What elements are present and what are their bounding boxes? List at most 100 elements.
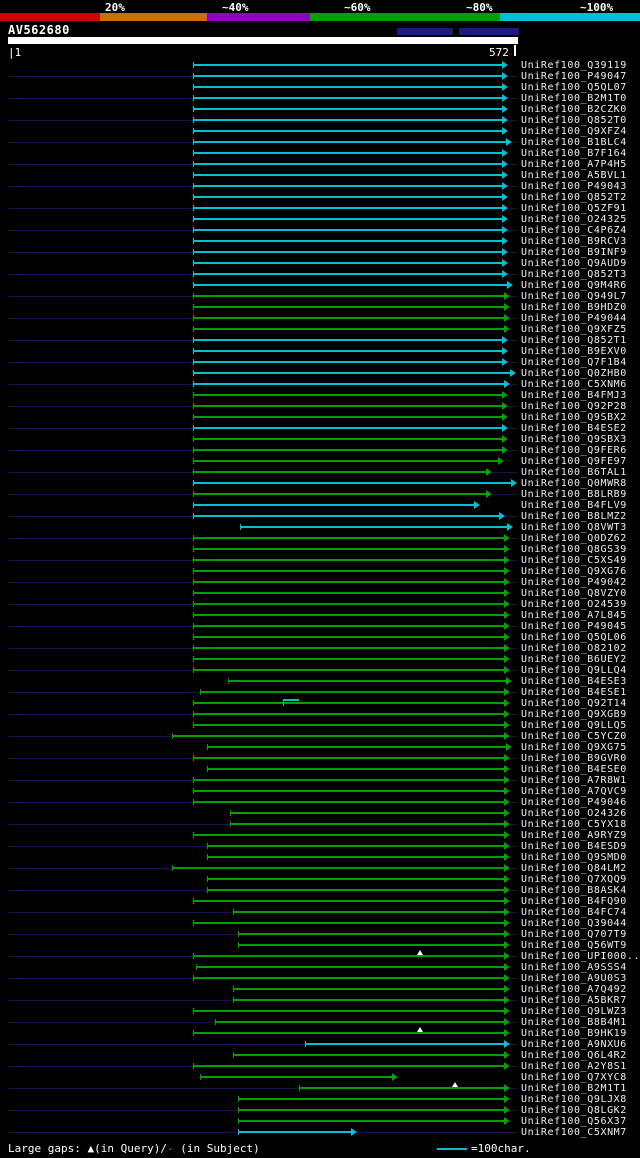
- hit-bar[interactable]: [193, 977, 505, 979]
- hit-label[interactable]: UniRef100_Q8LGK2: [521, 1105, 627, 1116]
- hit-bar[interactable]: [232, 1054, 505, 1056]
- hit-bar[interactable]: [193, 306, 505, 308]
- hit-label[interactable]: UniRef100_B9HDZ0: [521, 302, 627, 313]
- hit-bar[interactable]: [232, 988, 505, 990]
- hit-label[interactable]: UniRef100_B6TAL1: [521, 467, 627, 478]
- hit-bar[interactable]: [193, 581, 505, 583]
- hit-label[interactable]: UniRef100_B9RCV3: [521, 236, 627, 247]
- hit-bar[interactable]: [193, 449, 504, 451]
- hit-bar[interactable]: [193, 394, 504, 396]
- hit-label[interactable]: UniRef100_Q5ZF91: [521, 203, 627, 214]
- hit-bar[interactable]: [299, 1087, 505, 1089]
- hit-label[interactable]: UniRef100_B4ESE3: [521, 676, 627, 687]
- hit-bar[interactable]: [193, 416, 504, 418]
- hit-label[interactable]: UniRef100_Q7XYC8: [521, 1072, 627, 1083]
- hit-label[interactable]: UniRef100_Q707T9: [521, 929, 627, 940]
- hit-label[interactable]: UniRef100_Q5QL06: [521, 632, 627, 643]
- hit-bar[interactable]: [193, 328, 505, 330]
- hit-bar[interactable]: [193, 185, 504, 187]
- hit-label[interactable]: UniRef100_B4FC74: [521, 907, 627, 918]
- hit-label[interactable]: UniRef100_B1BLC4: [521, 137, 627, 148]
- hit-bar[interactable]: [193, 405, 504, 407]
- hit-label[interactable]: UniRef100_C5XNM7: [521, 1127, 627, 1138]
- hit-label[interactable]: UniRef100_Q9XFZ4: [521, 126, 627, 137]
- hit-label[interactable]: UniRef100_Q9XG75: [521, 742, 627, 753]
- hit-bar[interactable]: [193, 625, 505, 627]
- hit-label[interactable]: UniRef100_Q9LLQ4: [521, 665, 627, 676]
- hit-bar[interactable]: [172, 735, 505, 737]
- hit-bar[interactable]: [193, 196, 504, 198]
- hit-label[interactable]: UniRef100_Q8VWT3: [521, 522, 627, 533]
- hit-label[interactable]: UniRef100_P49044: [521, 313, 627, 324]
- hit-bar[interactable]: [193, 537, 505, 539]
- hit-bar[interactable]: [193, 658, 505, 660]
- hit-label[interactable]: UniRef100_B4ESE1: [521, 687, 627, 698]
- hit-bar[interactable]: [206, 878, 505, 880]
- hit-label[interactable]: UniRef100_Q7F1B4: [521, 357, 627, 368]
- hit-bar[interactable]: [199, 1076, 393, 1078]
- hit-bar[interactable]: [193, 559, 505, 561]
- hit-label[interactable]: UniRef100_Q0DZ62: [521, 533, 627, 544]
- hit-bar[interactable]: [193, 702, 505, 704]
- hit-bar[interactable]: [304, 1043, 505, 1045]
- hit-bar[interactable]: [193, 284, 509, 286]
- hit-bar[interactable]: [237, 1131, 352, 1133]
- hit-label[interactable]: UniRef100_Q9LLQ5: [521, 720, 627, 731]
- hit-label[interactable]: UniRef100_B7F164: [521, 148, 627, 159]
- hit-label[interactable]: UniRef100_Q39119: [521, 60, 627, 71]
- hit-bar[interactable]: [193, 350, 504, 352]
- hit-bar[interactable]: [193, 251, 504, 253]
- hit-bar[interactable]: [193, 372, 512, 374]
- hit-label[interactable]: UniRef100_Q6L4R2: [521, 1050, 627, 1061]
- hit-label[interactable]: UniRef100_Q9XG76: [521, 566, 627, 577]
- hit-label[interactable]: UniRef100_Q5QL07: [521, 82, 627, 93]
- hit-label[interactable]: UniRef100_B4ESD9: [521, 841, 627, 852]
- hit-label[interactable]: UniRef100_C5XNM6: [521, 379, 627, 390]
- hit-bar[interactable]: [193, 471, 488, 473]
- hit-bar[interactable]: [282, 699, 300, 701]
- hit-bar[interactable]: [193, 614, 505, 616]
- hit-bar[interactable]: [193, 229, 504, 231]
- hit-label[interactable]: UniRef100_C5XS49: [521, 555, 627, 566]
- hit-label[interactable]: UniRef100_C4P6Z4: [521, 225, 627, 236]
- hit-label[interactable]: UniRef100_B4ESE0: [521, 764, 627, 775]
- hit-bar[interactable]: [193, 339, 504, 341]
- hit-bar[interactable]: [206, 856, 505, 858]
- hit-label[interactable]: UniRef100_Q9LJX8: [521, 1094, 627, 1105]
- hit-label[interactable]: UniRef100_Q9SBX2: [521, 412, 627, 423]
- hit-bar[interactable]: [193, 75, 504, 77]
- hit-bar[interactable]: [229, 812, 505, 814]
- hit-bar[interactable]: [196, 966, 505, 968]
- hit-bar[interactable]: [193, 86, 504, 88]
- hit-label[interactable]: UniRef100_C5YX18: [521, 819, 627, 830]
- hit-bar[interactable]: [193, 119, 504, 121]
- hit-bar[interactable]: [193, 108, 504, 110]
- hit-label[interactable]: UniRef100_Q852T2: [521, 192, 627, 203]
- hit-bar[interactable]: [193, 174, 504, 176]
- hit-label[interactable]: UniRef100_Q92P28: [521, 401, 627, 412]
- hit-bar[interactable]: [193, 218, 504, 220]
- hit-label[interactable]: UniRef100_B2M1T0: [521, 93, 627, 104]
- hit-bar[interactable]: [193, 130, 504, 132]
- hit-label[interactable]: UniRef100_O82102: [521, 643, 627, 654]
- hit-label[interactable]: UniRef100_B9EXV0: [521, 346, 627, 357]
- hit-label[interactable]: UniRef100_Q0ZHB0: [521, 368, 627, 379]
- hit-bar[interactable]: [193, 163, 504, 165]
- hit-label[interactable]: UniRef100_Q84LM2: [521, 863, 627, 874]
- hit-label[interactable]: UniRef100_A7QVC9: [521, 786, 627, 797]
- hit-bar[interactable]: [193, 669, 505, 671]
- hit-bar[interactable]: [193, 295, 505, 297]
- hit-bar[interactable]: [206, 746, 507, 748]
- hit-bar[interactable]: [206, 889, 505, 891]
- hit-label[interactable]: UniRef100_B9HK19: [521, 1028, 627, 1039]
- hit-label[interactable]: UniRef100_O24326: [521, 808, 627, 819]
- hit-label[interactable]: UniRef100_Q8VZY0: [521, 588, 627, 599]
- hit-label[interactable]: UniRef100_Q9XGB9: [521, 709, 627, 720]
- hit-bar[interactable]: [193, 317, 505, 319]
- hit-label[interactable]: UniRef100_B8LRB9: [521, 489, 627, 500]
- hit-bar[interactable]: [193, 603, 505, 605]
- hit-label[interactable]: UniRef100_Q949L7: [521, 291, 627, 302]
- hit-bar[interactable]: [193, 515, 501, 517]
- hit-bar[interactable]: [193, 207, 504, 209]
- hit-label[interactable]: UniRef100_B4FMJ3: [521, 390, 627, 401]
